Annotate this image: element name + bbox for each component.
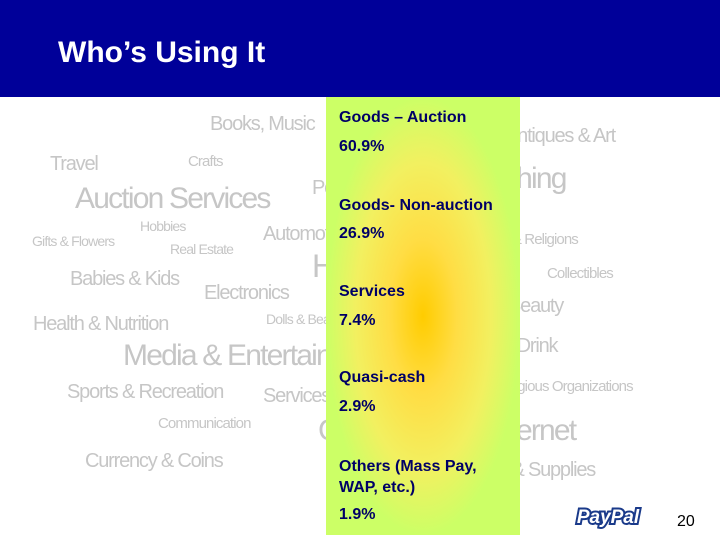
- segment-label: Quasi-cash: [339, 369, 425, 386]
- background-word: Sports & Recreation: [67, 381, 223, 403]
- background-word: Health & Nutrition: [33, 313, 168, 335]
- background-word: Auction Services: [75, 182, 270, 215]
- segment-label: Goods – Auction: [339, 109, 466, 126]
- background-word: Travel: [50, 153, 98, 175]
- segment-value: 7.4%: [339, 312, 375, 329]
- logo-text: PayPal: [577, 507, 640, 528]
- background-word: Books, Music: [210, 113, 316, 135]
- background-word: Communication: [158, 415, 251, 432]
- background-word: Collectibles: [547, 265, 613, 282]
- title-bar: [0, 0, 720, 97]
- segment-label: Others (Mass Pay, WAP, etc.): [339, 458, 477, 496]
- background-word: Real Estate: [170, 241, 234, 257]
- background-word: Beauty: [508, 295, 564, 317]
- background-word: Dolls & Bears: [266, 311, 341, 327]
- background-word: Religious Organizations: [495, 378, 633, 395]
- background-word: Hobbies: [140, 218, 186, 234]
- background-word: Gifts & Flowers: [32, 233, 115, 249]
- segment-value: 1.9%: [339, 506, 375, 523]
- segment-value: 60.9%: [339, 138, 384, 155]
- background-word: Services: [263, 385, 331, 407]
- background-word: Antiques & Art: [505, 125, 617, 147]
- segment-label: Services: [339, 283, 405, 300]
- background-word: Crafts: [188, 153, 223, 170]
- segment-list: Goods – Auction 60.9% Goods- Non-auction 26…: [339, 109, 493, 523]
- background-word: Electronics: [204, 282, 290, 304]
- logo: PayPal: [575, 505, 642, 530]
- segment-value: 26.9%: [339, 225, 384, 242]
- background-word: Currency & Coins: [85, 450, 224, 472]
- segment-value: 2.9%: [339, 398, 375, 415]
- segment-label: Goods- Non-auction: [339, 197, 493, 214]
- background-word: Babies & Kids: [70, 268, 180, 290]
- page-number: 20: [677, 513, 695, 530]
- segment-panel: [326, 97, 520, 535]
- slide-title: Who’s Using It: [58, 36, 265, 69]
